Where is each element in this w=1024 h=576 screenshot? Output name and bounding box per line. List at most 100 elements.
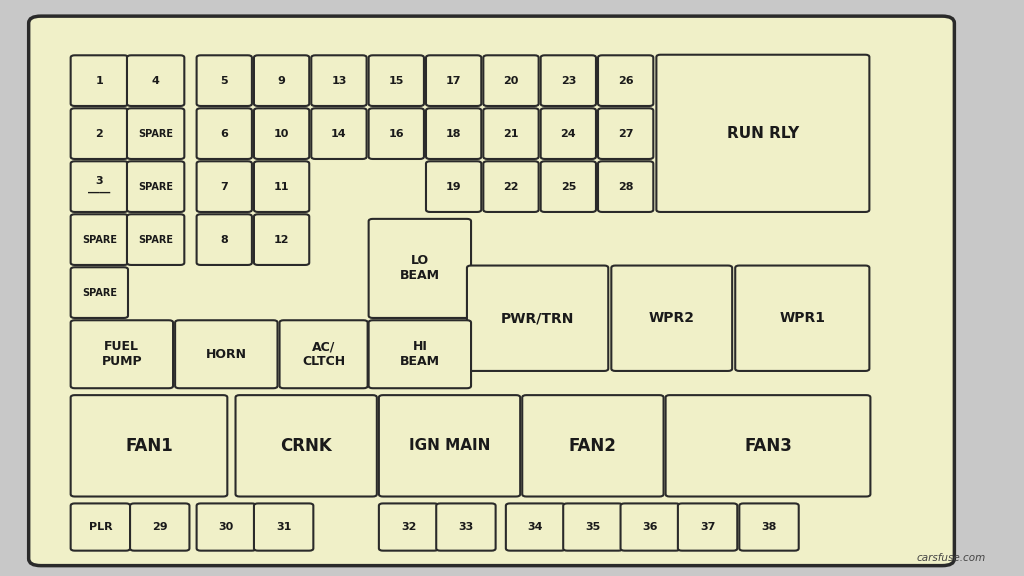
Text: RUN RLY: RUN RLY <box>727 126 799 141</box>
FancyBboxPatch shape <box>522 395 664 497</box>
Text: WPR2: WPR2 <box>649 311 694 325</box>
FancyBboxPatch shape <box>254 108 309 159</box>
Text: FAN2: FAN2 <box>569 437 616 455</box>
Text: 21: 21 <box>503 128 519 139</box>
FancyBboxPatch shape <box>379 395 520 497</box>
FancyBboxPatch shape <box>311 55 367 106</box>
FancyBboxPatch shape <box>130 503 189 551</box>
Text: 26: 26 <box>617 75 634 86</box>
FancyBboxPatch shape <box>506 503 565 551</box>
Text: 12: 12 <box>273 234 290 245</box>
Text: 19: 19 <box>445 181 462 192</box>
Text: 6: 6 <box>220 128 228 139</box>
Text: 37: 37 <box>699 522 716 532</box>
Text: 23: 23 <box>560 75 577 86</box>
Text: carsfuse.com: carsfuse.com <box>916 554 986 563</box>
Text: 3
――: 3 ―― <box>88 176 111 198</box>
Text: AC/
CLTCH: AC/ CLTCH <box>302 340 345 368</box>
FancyBboxPatch shape <box>254 503 313 551</box>
Text: FUEL
PUMP: FUEL PUMP <box>101 340 142 368</box>
Text: HI
BEAM: HI BEAM <box>399 340 440 368</box>
Text: IGN MAIN: IGN MAIN <box>409 438 490 453</box>
Text: 22: 22 <box>503 181 519 192</box>
FancyBboxPatch shape <box>598 161 653 212</box>
FancyBboxPatch shape <box>541 55 596 106</box>
FancyBboxPatch shape <box>197 55 252 106</box>
Text: 29: 29 <box>152 522 168 532</box>
FancyBboxPatch shape <box>739 503 799 551</box>
FancyBboxPatch shape <box>71 395 227 497</box>
Text: WPR1: WPR1 <box>779 311 825 325</box>
Text: 15: 15 <box>388 75 404 86</box>
FancyBboxPatch shape <box>197 503 256 551</box>
Text: 8: 8 <box>220 234 228 245</box>
Text: FAN3: FAN3 <box>744 437 792 455</box>
Text: 32: 32 <box>400 522 417 532</box>
FancyBboxPatch shape <box>426 161 481 212</box>
Text: SPARE: SPARE <box>82 287 117 298</box>
FancyBboxPatch shape <box>426 108 481 159</box>
FancyBboxPatch shape <box>483 161 539 212</box>
FancyBboxPatch shape <box>71 161 128 212</box>
FancyBboxPatch shape <box>175 320 278 388</box>
FancyBboxPatch shape <box>71 214 128 265</box>
FancyBboxPatch shape <box>379 503 438 551</box>
FancyBboxPatch shape <box>71 320 173 388</box>
FancyBboxPatch shape <box>598 108 653 159</box>
FancyBboxPatch shape <box>254 161 309 212</box>
Text: 34: 34 <box>527 522 544 532</box>
FancyBboxPatch shape <box>541 161 596 212</box>
Text: 25: 25 <box>560 181 577 192</box>
FancyBboxPatch shape <box>369 320 471 388</box>
Text: 9: 9 <box>278 75 286 86</box>
Text: LO
BEAM: LO BEAM <box>399 255 440 282</box>
FancyBboxPatch shape <box>621 503 680 551</box>
Text: SPARE: SPARE <box>138 181 173 192</box>
FancyBboxPatch shape <box>29 16 954 566</box>
FancyBboxPatch shape <box>426 55 481 106</box>
Text: 30: 30 <box>219 522 233 532</box>
FancyBboxPatch shape <box>197 161 252 212</box>
Text: 14: 14 <box>331 128 347 139</box>
Text: 35: 35 <box>586 522 600 532</box>
Text: 17: 17 <box>445 75 462 86</box>
Text: 28: 28 <box>617 181 634 192</box>
FancyBboxPatch shape <box>541 108 596 159</box>
Text: HORN: HORN <box>206 348 247 361</box>
FancyBboxPatch shape <box>678 503 737 551</box>
Text: 31: 31 <box>275 522 292 532</box>
Text: 1: 1 <box>95 75 103 86</box>
Text: CRNK: CRNK <box>281 437 332 455</box>
Text: 33: 33 <box>459 522 473 532</box>
FancyBboxPatch shape <box>656 55 869 212</box>
FancyBboxPatch shape <box>369 108 424 159</box>
FancyBboxPatch shape <box>735 266 869 371</box>
FancyBboxPatch shape <box>666 395 870 497</box>
FancyBboxPatch shape <box>127 214 184 265</box>
FancyBboxPatch shape <box>71 108 128 159</box>
FancyBboxPatch shape <box>611 266 732 371</box>
Text: 20: 20 <box>503 75 519 86</box>
FancyBboxPatch shape <box>254 214 309 265</box>
FancyBboxPatch shape <box>467 266 608 371</box>
FancyBboxPatch shape <box>127 108 184 159</box>
Text: 27: 27 <box>617 128 634 139</box>
FancyBboxPatch shape <box>280 320 368 388</box>
Text: 5: 5 <box>220 75 228 86</box>
Text: 38: 38 <box>761 522 777 532</box>
Text: 10: 10 <box>273 128 290 139</box>
FancyBboxPatch shape <box>598 55 653 106</box>
Text: 36: 36 <box>642 522 658 532</box>
FancyBboxPatch shape <box>71 55 128 106</box>
Text: 2: 2 <box>95 128 103 139</box>
FancyBboxPatch shape <box>71 267 128 318</box>
Text: 11: 11 <box>273 181 290 192</box>
FancyBboxPatch shape <box>369 55 424 106</box>
Text: FAN1: FAN1 <box>125 437 173 455</box>
Text: PWR/TRN: PWR/TRN <box>501 311 574 325</box>
FancyBboxPatch shape <box>436 503 496 551</box>
Text: 7: 7 <box>220 181 228 192</box>
FancyBboxPatch shape <box>483 55 539 106</box>
Text: 16: 16 <box>388 128 404 139</box>
FancyBboxPatch shape <box>127 161 184 212</box>
